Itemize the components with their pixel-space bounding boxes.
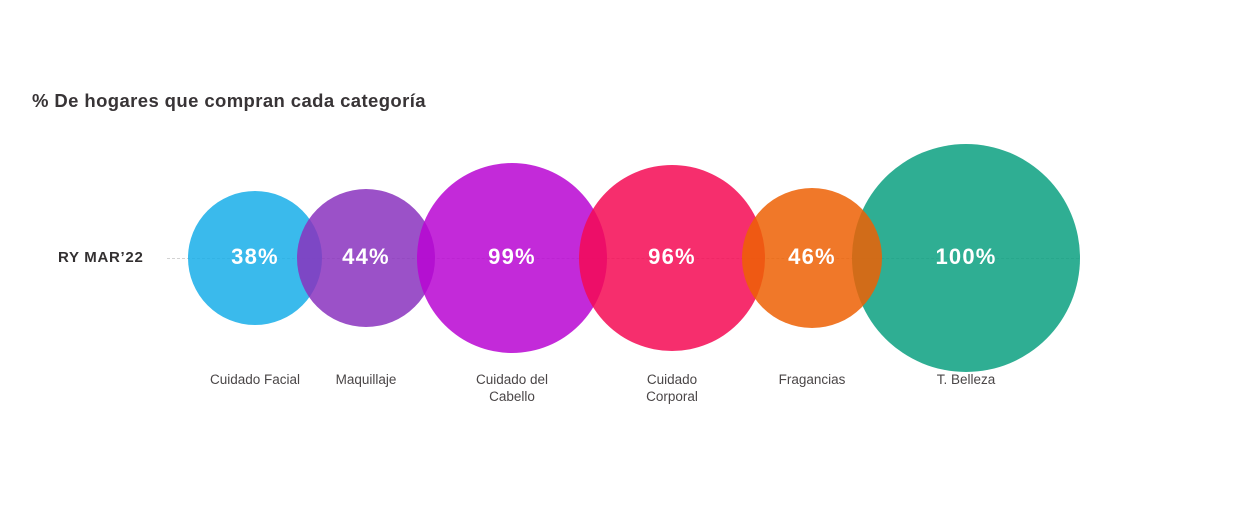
bubble-value-t-belleza: 100%	[935, 243, 997, 269]
bubble-value-cuidado-del-cabello: 99%	[488, 243, 536, 269]
category-label-line: Cabello	[489, 389, 535, 404]
chart-title: % De hogares que compran cada categoría	[32, 90, 426, 111]
bubble-t-belleza	[852, 144, 1080, 372]
bubble-cuidado-corporal	[579, 165, 765, 351]
bubble-value-cuidado-corporal: 96%	[648, 243, 696, 269]
bubble-maquillaje	[297, 189, 435, 327]
category-label-fragancias: Fragancias	[779, 371, 846, 388]
bubble-value-fragancias: 46%	[788, 243, 836, 269]
category-label-line: Cuidado del	[475, 372, 549, 387]
bubble-value-cuidado-facial: 38%	[231, 243, 279, 269]
bubble-fragancias	[742, 188, 882, 328]
category-label-line: Corporal	[646, 389, 698, 404]
category-label-line: Cuidado	[646, 372, 698, 387]
category-label-t-belleza: T. Belleza	[937, 371, 996, 388]
category-label-maquillaje: Maquillaje	[336, 371, 397, 388]
row-label: RY MAR’22	[58, 249, 144, 267]
category-label-line: Maquillaje	[335, 372, 397, 387]
bubble-cuidado-del-cabello	[417, 163, 607, 353]
bubble-value-maquillaje: 44%	[342, 243, 390, 269]
category-label-cuidado-del-cabello: Cuidado del Cabello	[476, 371, 548, 405]
category-label-line: T. Belleza	[936, 372, 996, 387]
category-label-cuidado-corporal: Cuidado Corporal	[646, 371, 698, 405]
category-label-cuidado-facial: Cuidado Facial	[210, 371, 300, 388]
category-label-line: Fragancias	[778, 372, 846, 387]
category-label-line: Cuidado Facial	[209, 372, 301, 387]
